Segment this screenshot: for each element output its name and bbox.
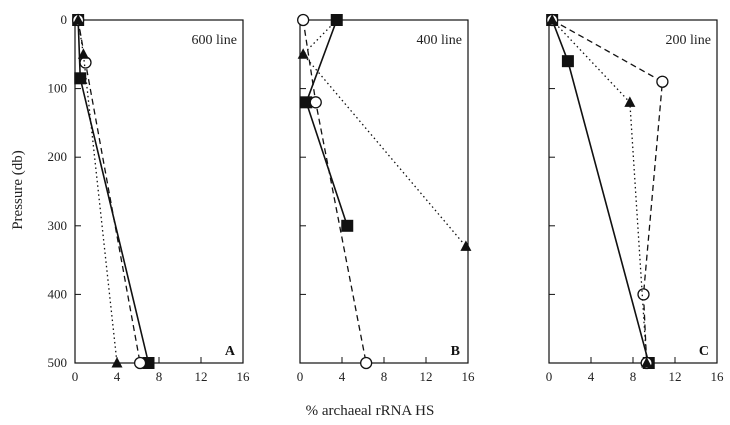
triangle-point: [460, 240, 472, 251]
triangle-point: [111, 357, 123, 368]
x-tick-label: 12: [195, 369, 208, 384]
triangle-point: [546, 14, 558, 25]
series-line-triangle: [302, 19, 467, 247]
y-tick-label: 100: [48, 81, 68, 96]
panel-c: 0 4 8 12 16 200 line C: [546, 13, 725, 384]
x-tick-label: 16: [711, 369, 725, 384]
circle-point: [637, 288, 650, 301]
series-line-circle: [77, 19, 141, 364]
series-line-square: [305, 19, 349, 227]
circle-point: [296, 13, 310, 27]
panel-frame: [548, 19, 718, 364]
panel-title: 600 line: [192, 33, 238, 48]
panel-letter: B: [451, 344, 460, 359]
triangle-point: [72, 14, 84, 25]
series-line-square: [77, 19, 150, 364]
x-tick-label: 0: [72, 369, 79, 384]
circle-point: [133, 356, 147, 370]
panel-letter: C: [699, 344, 709, 359]
x-tick-label: 4: [588, 369, 595, 384]
y-tick-label: 0: [61, 12, 68, 27]
triangle-point: [641, 357, 653, 368]
square-point: [74, 72, 87, 85]
x-tick-label: 12: [420, 369, 433, 384]
circle-point: [309, 96, 322, 109]
series-line-circle: [302, 19, 367, 364]
series-line-triangle: [77, 19, 118, 364]
x-tick-label: 16: [462, 369, 476, 384]
panel-a: 0 4 8 12 16 0 100 200 300 400 500 600 line A: [48, 12, 251, 384]
triangle-point: [297, 48, 309, 59]
panel-frame: [74, 19, 244, 364]
series-line-square: [551, 19, 650, 364]
panel-b: 0 4 8 12 16 400 line B: [296, 13, 476, 384]
square-point: [561, 55, 574, 68]
x-axis-title: % archaeal rRNA HS: [306, 403, 435, 419]
triangle-point: [77, 48, 89, 59]
x-tick-label: 12: [669, 369, 682, 384]
x-tick-label: 0: [546, 369, 553, 384]
square-point: [341, 219, 354, 232]
y-tick-label: 500: [48, 355, 68, 370]
circle-point: [359, 356, 373, 370]
panels-layer: 0 4 8 12 16 0 100 200 300 400 500 600 line A 0 4 8 12 16 4…: [48, 12, 725, 384]
x-tick-label: 8: [381, 369, 388, 384]
panel-frame: [299, 19, 469, 364]
panel-letter: A: [225, 344, 236, 359]
x-tick-label: 8: [630, 369, 637, 384]
triangle-point: [624, 96, 636, 107]
panel-title: 400 line: [417, 33, 463, 48]
y-axis-title: Pressure (db): [10, 150, 26, 230]
square-point: [142, 357, 155, 369]
triangle-point: [331, 14, 343, 25]
series-line-triangle: [551, 19, 648, 364]
y-tick-label: 300: [48, 218, 68, 233]
series-line-circle: [551, 19, 664, 364]
x-tick-label: 8: [156, 369, 163, 384]
x-tick-label: 16: [237, 369, 251, 384]
circle-point: [656, 75, 669, 88]
y-tick-label: 200: [48, 149, 68, 164]
x-tick-label: 0: [297, 369, 304, 384]
square-point: [300, 96, 313, 109]
panel-title: 200 line: [666, 33, 712, 48]
x-tick-label: 4: [339, 369, 346, 384]
x-tick-label: 4: [114, 369, 121, 384]
y-tick-label: 400: [48, 286, 68, 301]
